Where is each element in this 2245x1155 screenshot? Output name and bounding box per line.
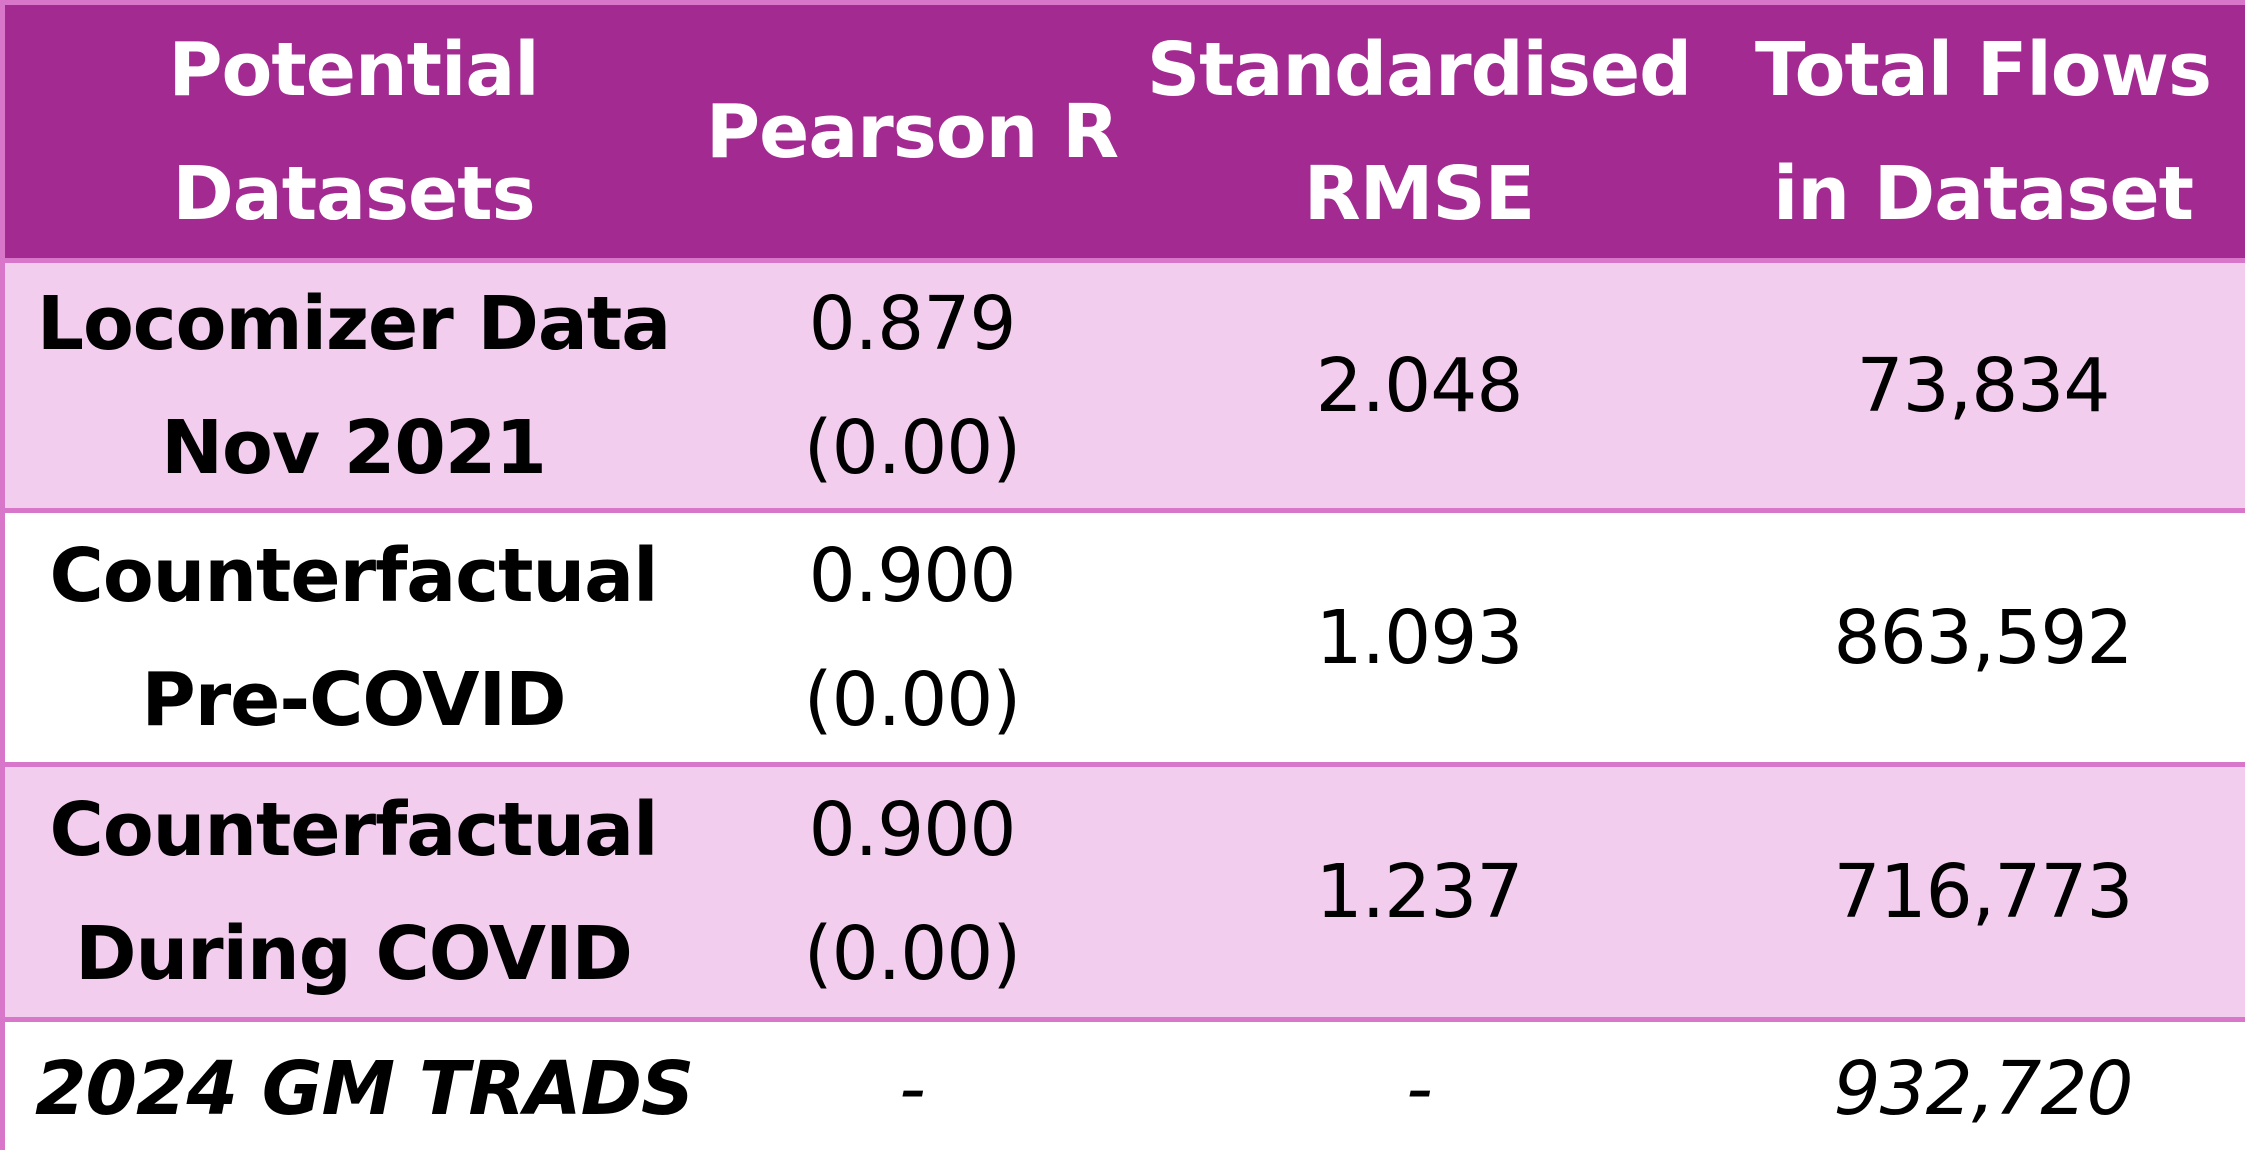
cell-line: During COVID: [75, 911, 633, 997]
data-cell: 73,834: [1716, 263, 2245, 513]
header-cell: Pearson R: [702, 5, 1122, 263]
data-cell: 863,592: [1716, 513, 2245, 767]
cell-line: Potential: [168, 26, 539, 113]
cell-line: 1.237: [1315, 849, 1524, 935]
cell-line: -: [1406, 1045, 1433, 1132]
row-label: Counterfactual Pre-COVID: [5, 513, 702, 767]
cell-line: 0.900: [808, 787, 1017, 873]
header-cell: Standardised RMSE: [1122, 5, 1716, 263]
header-cell: Total Flows in Dataset: [1716, 5, 2245, 263]
cell-line: 73,834: [1856, 342, 2111, 429]
row-label: 2024 GM TRADS: [5, 1022, 702, 1155]
cell-line: RMSE: [1303, 150, 1535, 237]
data-cell: 1.237: [1122, 767, 1716, 1022]
data-cell: 0.879 (0.00): [702, 263, 1122, 513]
cell-line: Counterfactual: [49, 787, 659, 873]
cell-line: (0.00): [803, 911, 1022, 997]
cell-line: Total Flows: [1754, 26, 2212, 113]
cell-line: 0.900: [808, 532, 1017, 619]
row-label: Locomizer Data Nov 2021: [5, 263, 702, 513]
cell-line: 863,592: [1833, 594, 2133, 681]
data-cell: 716,773: [1716, 767, 2245, 1022]
data-cell: 0.900 (0.00): [702, 767, 1122, 1022]
cell-line: Counterfactual: [49, 532, 659, 619]
data-cell: 0.900 (0.00): [702, 513, 1122, 767]
cell-line: -: [899, 1045, 926, 1132]
data-cell: 1.093: [1122, 513, 1716, 767]
cell-line: 932,720: [1833, 1045, 2133, 1132]
cell-line: in Dataset: [1772, 150, 2194, 237]
cell-line: 2.048: [1315, 342, 1524, 429]
cell-line: (0.00): [803, 404, 1022, 491]
cell-line: Standardised: [1146, 26, 1692, 113]
data-cell: -: [702, 1022, 1122, 1155]
header-cell: Potential Datasets: [5, 5, 702, 263]
row-label: Counterfactual During COVID: [5, 767, 702, 1022]
data-cell: -: [1122, 1022, 1716, 1155]
data-cell: 2.048: [1122, 263, 1716, 513]
cell-line: Pre-COVID: [141, 656, 566, 743]
cell-line: Pearson R: [705, 88, 1119, 175]
data-cell: 932,720: [1716, 1022, 2245, 1155]
cell-line: 1.093: [1315, 594, 1524, 681]
cell-line: (0.00): [803, 656, 1022, 743]
cell-line: Locomizer Data: [36, 280, 671, 367]
cell-line: Datasets: [172, 150, 535, 237]
cell-line: Nov 2021: [161, 404, 547, 491]
cell-line: 0.879: [808, 280, 1017, 367]
cell-line: 2024 GM TRADS: [35, 1045, 694, 1132]
cell-line: 716,773: [1833, 849, 2133, 935]
